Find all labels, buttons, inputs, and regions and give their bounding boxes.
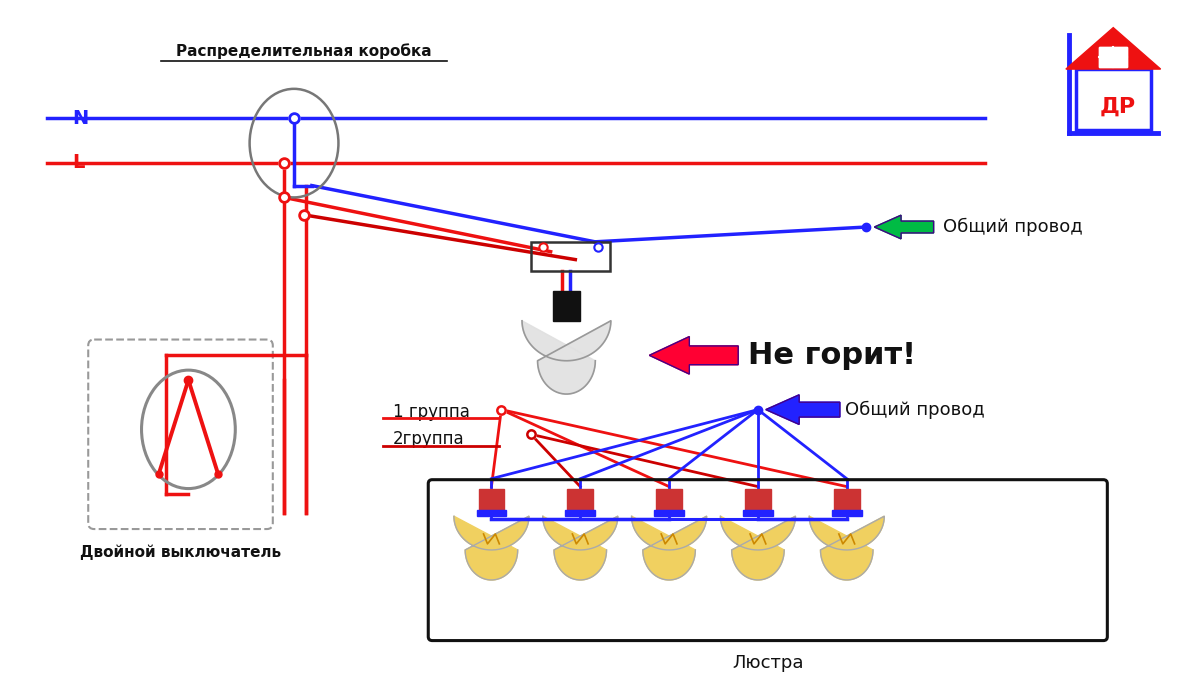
Text: L: L <box>72 153 84 172</box>
Polygon shape <box>454 516 529 580</box>
Bar <box>1099 47 1127 67</box>
Text: ДР: ДР <box>1100 97 1136 117</box>
Bar <box>530 242 610 271</box>
Bar <box>479 489 504 510</box>
Polygon shape <box>631 516 707 580</box>
Bar <box>654 510 684 516</box>
Text: Люстра: Люстра <box>732 654 804 672</box>
Bar <box>834 489 859 510</box>
Text: 2группа: 2группа <box>392 430 464 448</box>
Bar <box>832 510 862 516</box>
Text: Распределительная коробка: Распределительная коробка <box>176 43 432 59</box>
Polygon shape <box>649 337 738 374</box>
Bar <box>743 510 773 516</box>
Polygon shape <box>720 516 796 580</box>
Text: Не горит!: Не горит! <box>748 341 916 370</box>
Polygon shape <box>766 395 840 425</box>
Bar <box>1075 69 1151 130</box>
Polygon shape <box>1066 28 1160 69</box>
Text: Двойной выключатель: Двойной выключатель <box>80 545 281 560</box>
Polygon shape <box>542 516 618 580</box>
Bar <box>745 489 770 510</box>
Text: Общий провод: Общий провод <box>943 218 1084 236</box>
Bar <box>1099 47 1127 67</box>
Bar <box>565 510 595 516</box>
Polygon shape <box>875 215 934 239</box>
Polygon shape <box>809 516 884 580</box>
Text: 1 группа: 1 группа <box>392 402 469 421</box>
Polygon shape <box>522 321 611 394</box>
Text: N: N <box>72 109 88 128</box>
Bar <box>476 510 506 516</box>
Bar <box>656 489 682 510</box>
Bar <box>553 291 581 321</box>
Bar <box>568 489 593 510</box>
Text: Общий провод: Общий провод <box>845 400 984 418</box>
